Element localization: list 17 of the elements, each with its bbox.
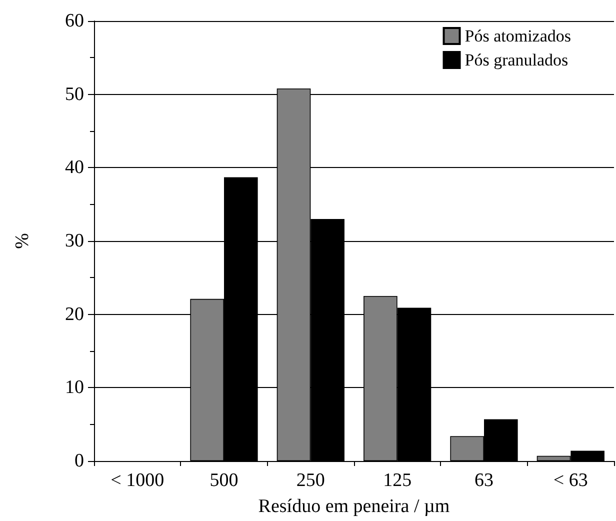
y-tick-label: 10	[65, 377, 84, 398]
legend-label: Pós atomizados	[464, 26, 572, 46]
legend-label: Pós granulados	[464, 50, 568, 70]
x-tick-label: 250	[296, 470, 325, 491]
y-tick-label: 0	[74, 450, 84, 472]
x-tick-label: < 63	[553, 470, 588, 491]
x-tick-label: 63	[474, 470, 494, 491]
y-axis-title: %	[12, 232, 33, 249]
x-tick-label: < 1000	[110, 470, 164, 491]
x-tick-label: 500	[210, 470, 238, 491]
x-tick-label: 125	[383, 470, 412, 491]
y-tick-label: 30	[65, 230, 84, 252]
y-tick-label: 40	[65, 157, 84, 178]
y-tick-label: 50	[65, 84, 84, 105]
y-tick-label: 20	[65, 304, 84, 325]
x-axis-title: Resíduo em peneira / µm	[258, 496, 450, 517]
y-tick-label: 60	[65, 10, 84, 32]
